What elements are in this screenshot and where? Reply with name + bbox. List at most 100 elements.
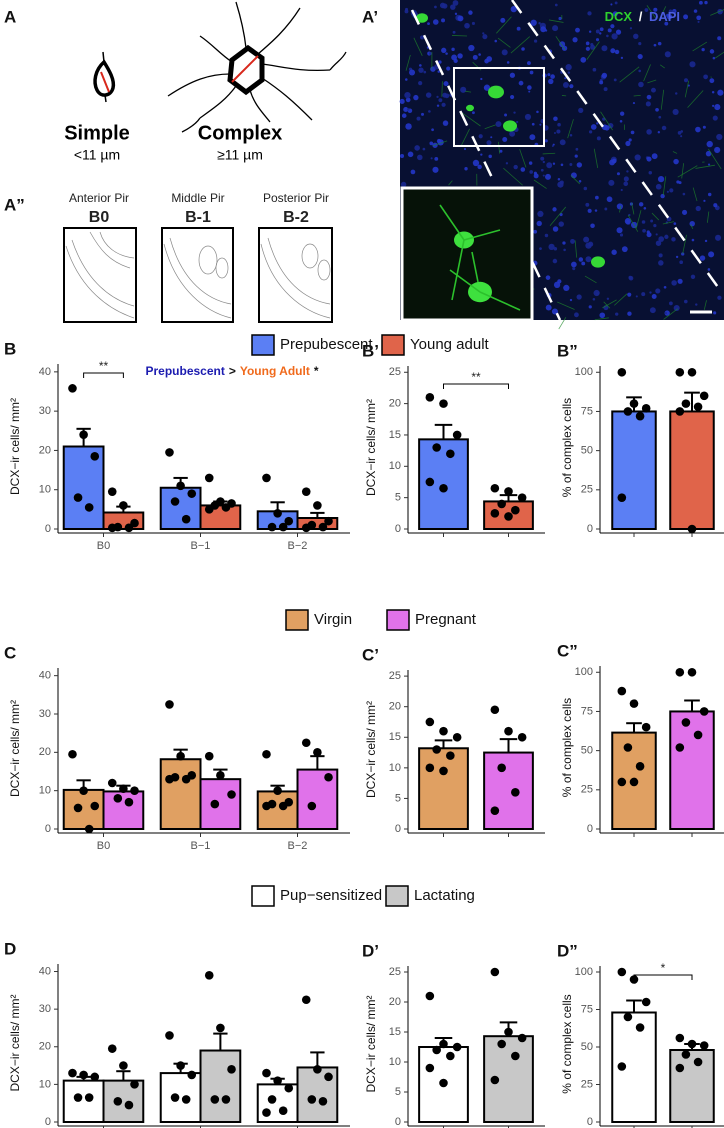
- nucleus: [666, 14, 673, 20]
- y-tick-label: 25: [389, 670, 401, 682]
- bar: [102, 1079, 145, 1123]
- y-tick-label: 5: [395, 492, 401, 504]
- nucleus: [477, 164, 482, 170]
- data-point: [425, 717, 435, 727]
- nucleus: [438, 98, 443, 103]
- data-point: [490, 806, 500, 815]
- data-point: [497, 1039, 506, 1049]
- nucleus: [588, 305, 592, 309]
- nucleus: [625, 140, 631, 147]
- nucleus: [608, 179, 615, 186]
- nucleus: [405, 78, 408, 81]
- nucleus: [569, 298, 573, 302]
- data-point: [490, 483, 500, 493]
- nucleus: [585, 256, 592, 263]
- data-point: [432, 1045, 441, 1055]
- nucleus: [484, 58, 489, 64]
- bar: [159, 758, 202, 831]
- data-point: [181, 774, 191, 784]
- nucleus: [673, 158, 679, 165]
- nucleus: [574, 312, 579, 318]
- nucleus: [696, 15, 702, 21]
- nucleus: [583, 186, 588, 191]
- nucleus: [413, 94, 419, 101]
- nucleus: [614, 49, 620, 55]
- nucleus: [657, 131, 661, 134]
- annotation-part: Prepubescent: [145, 364, 224, 378]
- nucleus: [538, 22, 541, 25]
- bar: [296, 517, 339, 530]
- nucleus: [443, 81, 449, 87]
- data-point: [641, 404, 651, 413]
- fiber: [643, 64, 651, 82]
- nucleus: [570, 238, 575, 244]
- nucleus: [657, 176, 665, 183]
- nucleus: [442, 120, 449, 126]
- nucleus: [575, 147, 579, 151]
- data-point: [439, 766, 448, 776]
- nucleus: [451, 47, 455, 52]
- data-point: [210, 799, 220, 809]
- nucleus: [712, 115, 718, 121]
- fiber: [646, 5, 656, 19]
- data-point: [68, 384, 77, 393]
- stain-separator: /: [639, 9, 643, 24]
- nucleus: [615, 29, 622, 35]
- data-point: [617, 493, 627, 502]
- nucleus: [717, 295, 722, 300]
- bar: [483, 751, 534, 830]
- data-point: [262, 801, 271, 811]
- nucleus: [626, 170, 629, 173]
- nucleus: [704, 0, 708, 5]
- nucleus: [655, 288, 661, 294]
- fiber: [631, 202, 635, 215]
- nucleus: [472, 159, 480, 167]
- nucleus: [709, 78, 715, 84]
- y-tick-label: 40: [39, 366, 51, 378]
- nucleus: [590, 223, 595, 229]
- legend-label: Pup−sensitized: [280, 887, 382, 904]
- data-point: [107, 487, 117, 496]
- nucleus: [409, 69, 416, 76]
- significance-bracket: [83, 372, 124, 378]
- cell-body: [503, 120, 517, 132]
- fiber: [651, 212, 660, 221]
- nucleus: [464, 22, 470, 29]
- nucleus: [679, 260, 684, 265]
- nucleus: [708, 251, 715, 258]
- data-point: [641, 997, 651, 1007]
- y-axis-label: DCX−ir cells/ mm²: [8, 994, 22, 1091]
- data-point: [204, 751, 214, 761]
- nucleus: [671, 237, 676, 242]
- nucleus: [545, 275, 551, 280]
- nucleus: [528, 90, 531, 93]
- nucleus: [599, 32, 602, 35]
- nucleus: [615, 312, 619, 316]
- nucleus: [471, 111, 475, 115]
- nucleus: [712, 104, 715, 107]
- bar: [418, 747, 469, 830]
- nucleus: [593, 289, 600, 297]
- nucleus: [529, 170, 534, 174]
- nucleus: [595, 38, 600, 42]
- fiber: [462, 112, 481, 127]
- nucleus: [695, 205, 701, 212]
- nucleus: [404, 91, 411, 99]
- nucleus: [404, 9, 409, 14]
- fiber: [602, 299, 617, 309]
- nucleus: [460, 86, 467, 93]
- nucleus: [624, 218, 631, 225]
- data-point: [307, 801, 317, 811]
- data-point: [176, 751, 185, 761]
- cell-body: [591, 256, 605, 268]
- nucleus: [569, 133, 573, 137]
- nucleus: [550, 74, 555, 79]
- dendrite: [439, 204, 465, 241]
- nucleus: [587, 11, 592, 16]
- data-point: [687, 667, 697, 677]
- legend-swatch: [381, 334, 405, 356]
- nucleus: [614, 1, 618, 5]
- data-point: [681, 1050, 691, 1059]
- data-point: [90, 1072, 100, 1082]
- data-point: [181, 1095, 191, 1104]
